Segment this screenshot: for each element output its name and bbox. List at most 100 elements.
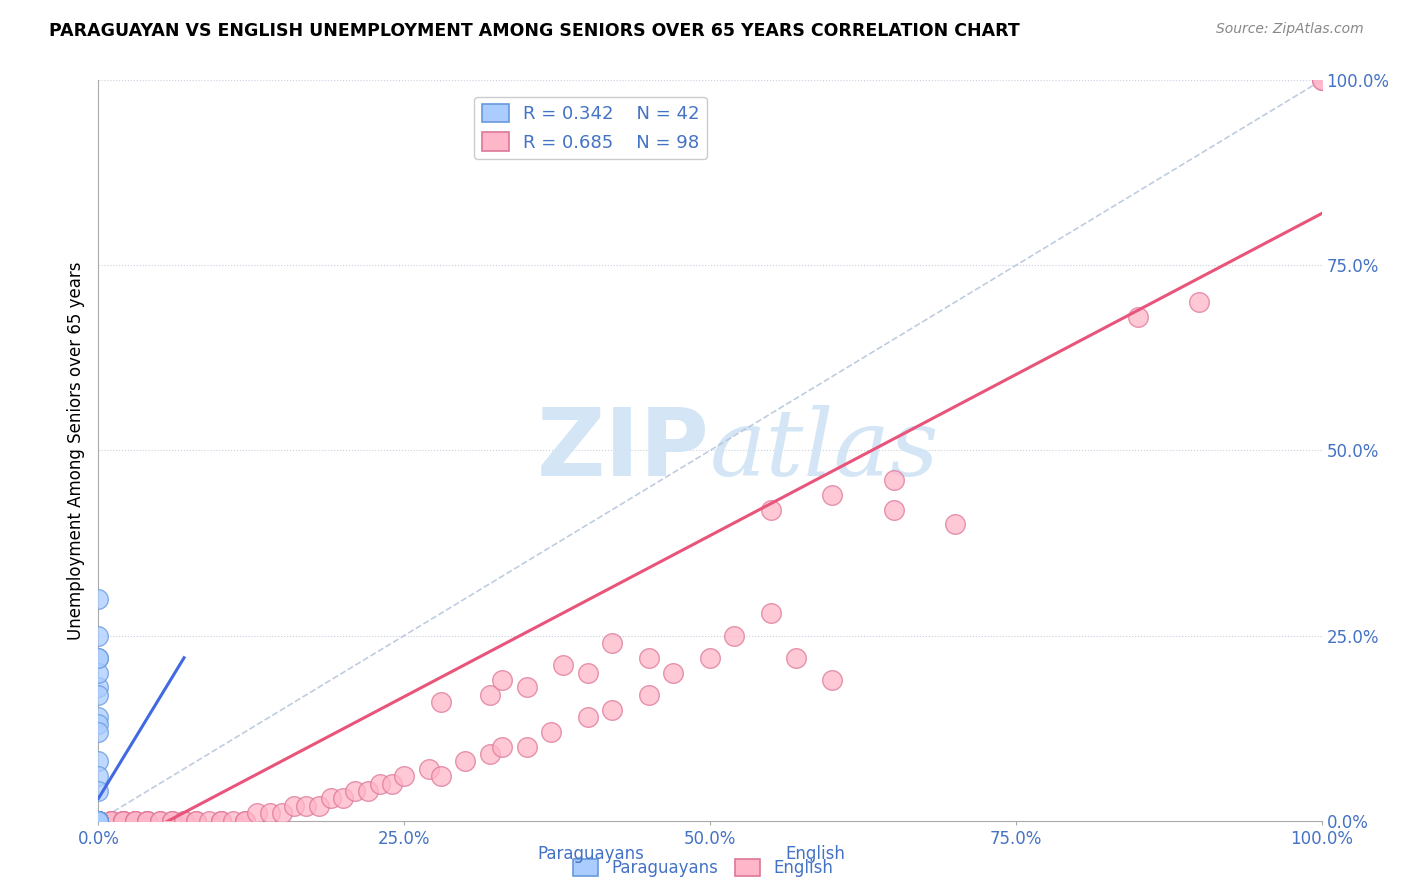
Point [87,814,110,828]
Point [600,636,623,650]
Point [87,814,110,828]
Point [87,665,110,680]
Point [87,814,110,828]
Point [270,806,294,821]
Point [478,688,501,702]
Point [87,814,110,828]
Point [87,814,110,828]
Point [136,814,159,828]
Point [87,814,110,828]
Point [87,814,110,828]
Text: English: English [786,846,845,863]
Point [111,814,134,828]
Point [209,814,232,828]
Point [295,798,318,813]
Text: atlas: atlas [710,406,939,495]
Point [392,769,416,783]
Point [430,769,453,783]
Point [87,814,110,828]
Point [87,814,110,828]
Point [87,814,110,828]
Point [160,814,183,828]
Point [87,814,110,828]
Point [87,814,110,828]
Point [87,814,110,828]
Point [124,814,146,828]
Point [1188,295,1211,310]
Point [111,814,134,828]
Point [222,814,245,828]
Point [87,681,110,695]
Point [87,814,110,828]
Point [87,814,110,828]
Point [87,814,110,828]
Point [883,502,905,516]
Point [87,769,110,783]
Point [111,814,134,828]
Point [87,814,110,828]
Point [87,814,110,828]
Point [259,806,281,821]
Point [87,814,110,828]
Point [87,814,110,828]
Point [246,806,269,821]
Point [186,814,208,828]
Point [821,673,844,687]
Point [491,739,513,754]
Point [87,814,110,828]
Point [233,814,256,828]
Text: Paraguayans: Paraguayans [537,846,644,863]
Point [87,814,110,828]
Point [637,650,661,665]
Point [723,628,745,642]
Point [87,724,110,739]
Point [491,673,513,687]
Point [87,814,110,828]
Point [209,814,232,828]
Point [87,688,110,702]
Point [87,814,110,828]
Point [87,814,110,828]
Point [87,814,110,828]
Point [553,658,575,673]
Point [540,724,562,739]
Point [87,784,110,798]
Point [87,814,110,828]
Point [87,814,110,828]
Point [87,814,110,828]
Point [87,814,110,828]
Point [100,814,122,828]
Point [87,591,110,606]
Point [136,814,159,828]
Point [943,517,966,532]
Point [662,665,685,680]
Point [111,814,134,828]
Point [283,798,305,813]
Point [87,814,110,828]
Point [87,814,110,828]
Point [87,814,110,828]
Point [87,717,110,731]
Point [100,814,122,828]
Point [87,814,110,828]
Point [136,814,159,828]
Point [87,814,110,828]
Point [233,814,256,828]
Point [87,814,110,828]
Point [576,710,599,724]
Point [1310,73,1333,87]
Point [87,814,110,828]
Point [883,473,905,487]
Point [1128,310,1150,325]
Legend: Paraguayans, English: Paraguayans, English [567,852,839,884]
Point [87,814,110,828]
Point [87,710,110,724]
Text: ZIP: ZIP [537,404,710,497]
Point [87,814,110,828]
Point [356,784,378,798]
Text: PARAGUAYAN VS ENGLISH UNEMPLOYMENT AMONG SENIORS OVER 65 YEARS CORRELATION CHART: PARAGUAYAN VS ENGLISH UNEMPLOYMENT AMONG… [49,22,1019,40]
Point [637,688,661,702]
Y-axis label: Unemployment Among Seniors over 65 years: Unemployment Among Seniors over 65 years [66,261,84,640]
Point [478,747,501,761]
Point [87,814,110,828]
